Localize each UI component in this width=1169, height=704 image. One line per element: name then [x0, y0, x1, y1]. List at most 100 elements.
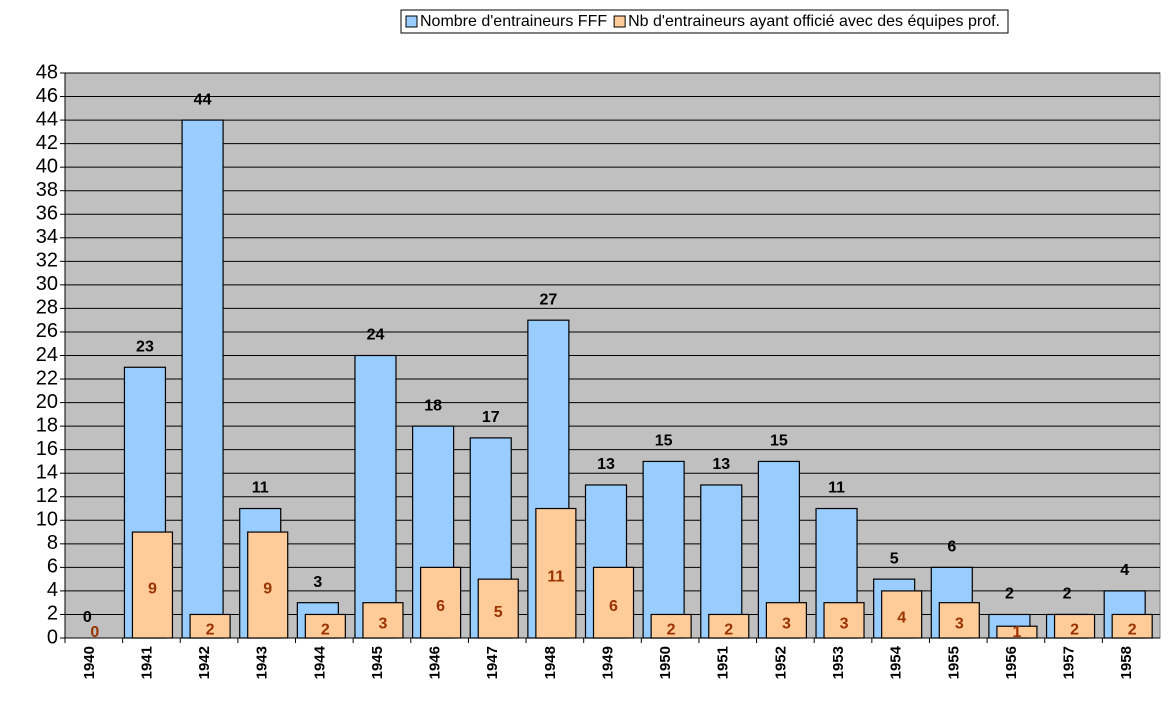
bar: [700, 484, 743, 639]
x-tick-label: 1950: [657, 646, 674, 679]
x-tick-label: 1945: [369, 646, 386, 679]
y-tick-label: 4: [47, 579, 58, 601]
bar: [881, 590, 923, 639]
value-label: 15: [770, 433, 788, 450]
value-label: 24: [367, 327, 385, 344]
legend-swatch: [613, 15, 626, 28]
y-tick-label: 26: [36, 320, 58, 342]
y-tick-label: 28: [36, 297, 58, 319]
y-tick-label: 6: [47, 556, 58, 578]
value-label: 0: [90, 624, 99, 641]
legend-label: Nb d'entraineurs ayant officié avec des …: [628, 13, 1000, 30]
bar: [247, 531, 289, 639]
bar: [131, 531, 174, 639]
y-tick-label: 38: [36, 179, 58, 201]
y-tick-label: 34: [36, 226, 58, 248]
value-label: 27: [539, 291, 557, 308]
bar: [996, 625, 1038, 639]
value-label: 9: [148, 580, 157, 597]
y-tick-label: 44: [36, 108, 58, 130]
bar: [1111, 613, 1153, 639]
x-tick-label: 1956: [1003, 646, 1020, 679]
y-tick-label: 20: [36, 391, 58, 413]
y-tick-label: 24: [36, 344, 58, 366]
value-label: 2: [1005, 586, 1014, 603]
x-tick-label: 1952: [772, 646, 789, 679]
x-tick-label: 1943: [254, 646, 271, 679]
y-tick-label: 14: [36, 461, 58, 483]
value-label: 2: [724, 621, 733, 638]
bar: [1053, 613, 1096, 639]
x-tick-label: 1955: [945, 646, 962, 679]
value-label: 1: [1012, 624, 1021, 641]
value-label: 0: [83, 609, 92, 626]
value-label: 3: [313, 574, 322, 591]
x-tick-label: 1957: [1061, 646, 1078, 679]
value-label: 6: [436, 598, 445, 615]
x-tick-label: 1958: [1118, 646, 1135, 679]
x-tick-label: 1949: [599, 646, 616, 679]
y-tick-label: 40: [36, 155, 58, 177]
legend: Nombre d'entraineurs FFF Nb d'entraineurs…: [400, 9, 1009, 34]
bar: [304, 613, 346, 639]
bar: [181, 119, 224, 639]
y-tick-label: 42: [36, 132, 58, 154]
y-tick-label: 46: [36, 85, 58, 107]
value-label: 4: [1120, 562, 1129, 579]
y-tick-label: 32: [36, 250, 58, 272]
bar: [708, 613, 750, 639]
value-label: 3: [379, 616, 388, 633]
value-label: 17: [482, 409, 500, 426]
value-label: 2: [1128, 621, 1137, 638]
bar: [592, 566, 635, 639]
bar: [535, 507, 577, 639]
x-tick-label: 1944: [311, 645, 328, 679]
x-tick-label: 1953: [830, 646, 847, 679]
bar: [189, 613, 231, 639]
value-label: 2: [206, 621, 215, 638]
value-label: 13: [712, 456, 730, 473]
bar: [650, 613, 692, 639]
value-label: 5: [890, 550, 899, 567]
value-label: 3: [955, 616, 964, 633]
x-tick-label: 1942: [196, 646, 213, 679]
y-tick-label: 8: [47, 532, 58, 554]
y-tick-label: 12: [36, 485, 58, 507]
bar: [765, 602, 807, 639]
legend-label: Nombre d'entraineurs FFF: [420, 13, 607, 30]
y-tick-label: 36: [36, 203, 58, 225]
value-label: 4: [897, 610, 906, 627]
value-label: 11: [828, 480, 845, 497]
bar: [823, 602, 865, 639]
legend-box: [400, 9, 1009, 34]
value-label: 11: [547, 568, 564, 585]
y-tick-label: 48: [36, 61, 58, 83]
y-tick-label: 0: [47, 626, 58, 648]
value-label: 23: [136, 338, 154, 355]
value-label: 6: [947, 539, 956, 556]
legend-swatch: [405, 15, 418, 28]
value-label: 3: [782, 616, 791, 633]
value-label: 2: [321, 621, 330, 638]
x-tick-label: 1947: [484, 646, 501, 679]
y-tick-label: 22: [36, 367, 58, 389]
value-label: 9: [263, 580, 272, 597]
x-tick-label: 1948: [542, 646, 559, 679]
bar: [642, 460, 685, 639]
y-tick-label: 18: [36, 414, 58, 436]
bar: [938, 602, 980, 639]
value-label: 3: [840, 616, 849, 633]
y-tick-label: 10: [36, 509, 58, 531]
bar: [420, 566, 462, 639]
y-tick-label: 2: [47, 603, 58, 625]
x-tick-label: 1946: [427, 646, 444, 679]
bar: [354, 354, 397, 639]
value-label: 2: [1070, 621, 1079, 638]
bar: [477, 578, 519, 639]
value-label: 18: [424, 397, 442, 414]
x-tick-label: 1941: [138, 646, 155, 679]
x-tick-label: 1940: [81, 646, 98, 679]
x-tick-label: 1954: [888, 645, 905, 679]
value-label: 11: [252, 480, 269, 497]
